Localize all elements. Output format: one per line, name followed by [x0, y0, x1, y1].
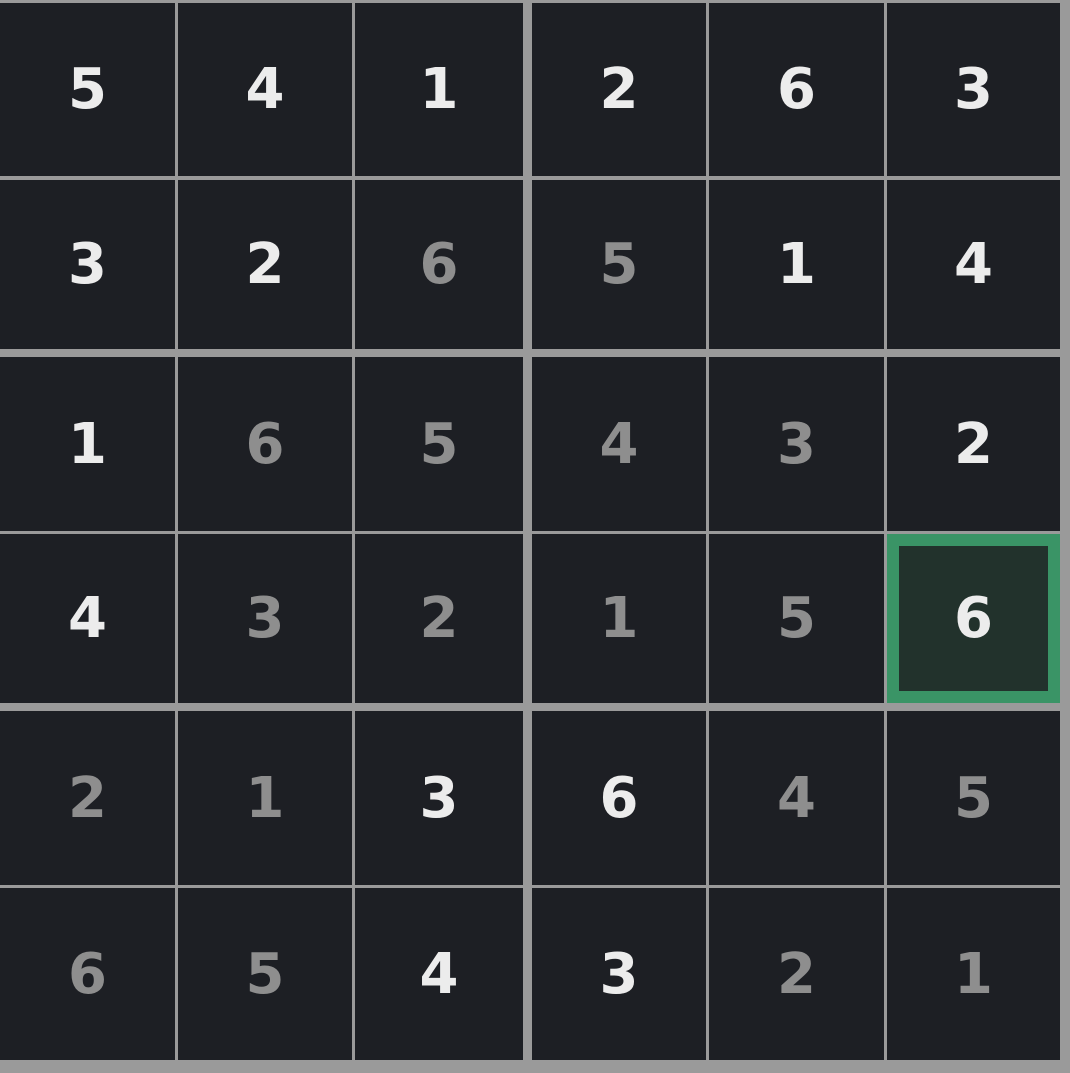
cell[interactable]: 2	[178, 180, 352, 349]
selected-cell[interactable]: 6	[887, 534, 1060, 703]
cell[interactable]: 5	[709, 534, 884, 703]
cell[interactable]: 1	[709, 180, 884, 349]
cell[interactable]: 1	[0, 357, 175, 531]
cell[interactable]: 2	[532, 3, 706, 176]
cell[interactable]: 2	[0, 711, 175, 885]
cell[interactable]: 6	[709, 3, 884, 176]
cell[interactable]: 1	[532, 534, 706, 703]
cell[interactable]: 6	[532, 711, 706, 885]
cell[interactable]: 6	[355, 180, 523, 349]
cell[interactable]: 4	[709, 711, 884, 885]
cell[interactable]: 6	[0, 888, 175, 1060]
cell[interactable]: 1	[887, 888, 1060, 1060]
cell[interactable]: 5	[887, 711, 1060, 885]
cell[interactable]: 3	[178, 534, 352, 703]
cell[interactable]: 4	[178, 3, 352, 176]
cell[interactable]: 4	[887, 180, 1060, 349]
cell[interactable]: 1	[355, 3, 523, 176]
cell[interactable]: 2	[887, 357, 1060, 531]
cell[interactable]: 3	[887, 3, 1060, 176]
cell[interactable]: 4	[0, 534, 175, 703]
cell[interactable]: 5	[355, 357, 523, 531]
cell[interactable]: 4	[532, 357, 706, 531]
cell[interactable]: 4	[355, 888, 523, 1060]
cell[interactable]: 5	[178, 888, 352, 1060]
cell[interactable]: 1	[178, 711, 352, 885]
cell[interactable]: 5	[532, 180, 706, 349]
cell[interactable]: 5	[0, 3, 175, 176]
cell[interactable]: 3	[0, 180, 175, 349]
cell[interactable]: 2	[709, 888, 884, 1060]
cell[interactable]: 3	[355, 711, 523, 885]
cell[interactable]: 6	[178, 357, 352, 531]
cell[interactable]: 3	[532, 888, 706, 1060]
cell[interactable]: 2	[355, 534, 523, 703]
cell[interactable]: 3	[709, 357, 884, 531]
